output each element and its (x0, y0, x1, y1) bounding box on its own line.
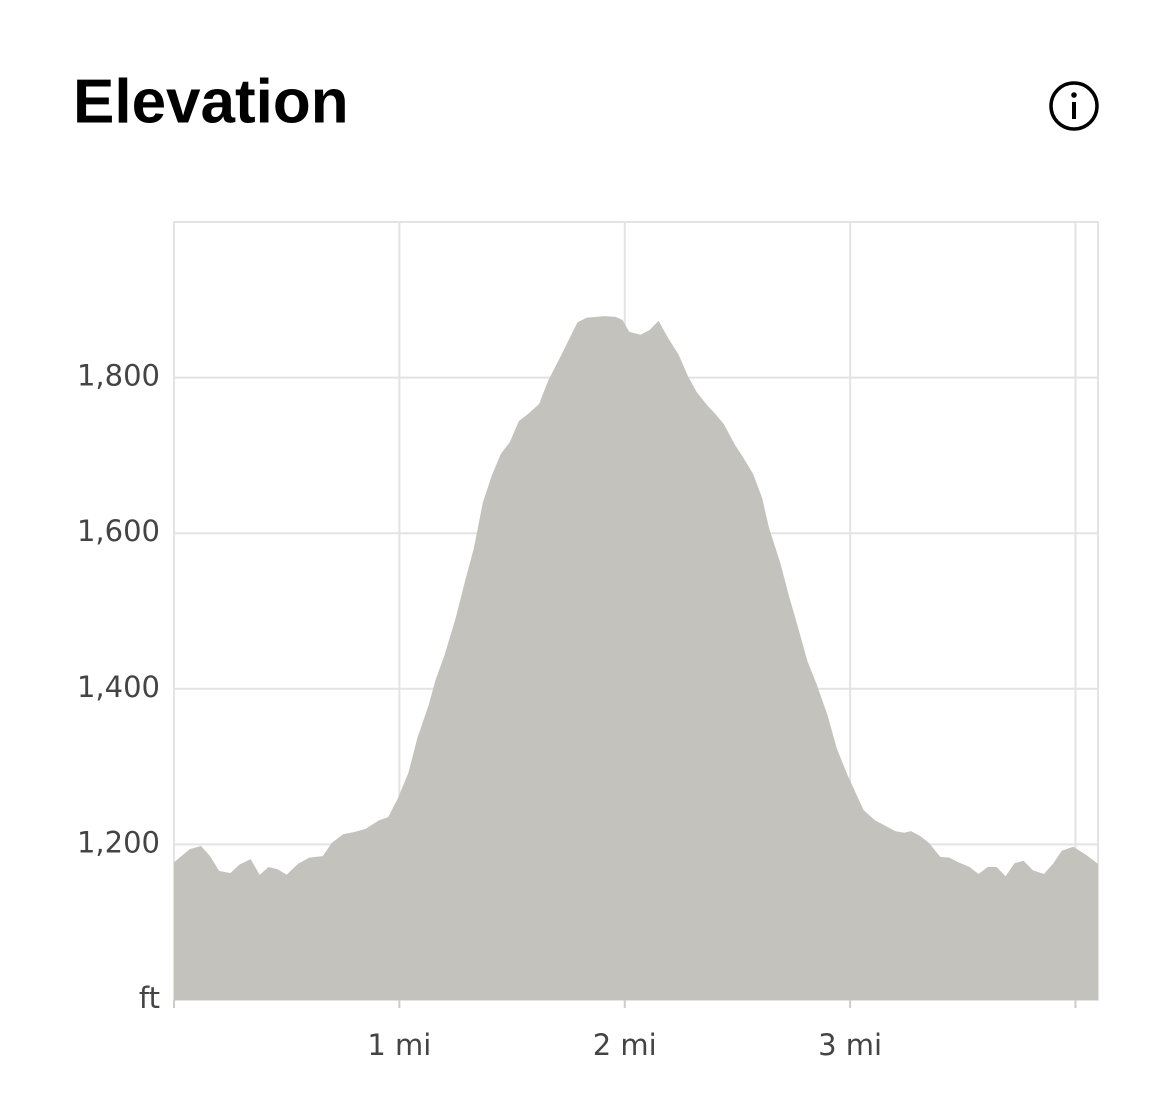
chart-title: Elevation (73, 67, 349, 136)
x-tick-label: 1 mi (367, 1028, 431, 1062)
info-icon[interactable] (1049, 81, 1099, 131)
x-tick-label: 3 mi (818, 1028, 882, 1062)
x-tick-label: 2 mi (593, 1028, 657, 1062)
y-tick-label: ft (139, 981, 160, 1015)
y-tick-label: 1,200 (77, 825, 160, 859)
y-tick-label: 1,800 (77, 359, 160, 393)
y-tick-label: 1,600 (77, 514, 160, 548)
elevation-area (174, 316, 1098, 1000)
y-tick-label: 1,400 (77, 670, 160, 704)
